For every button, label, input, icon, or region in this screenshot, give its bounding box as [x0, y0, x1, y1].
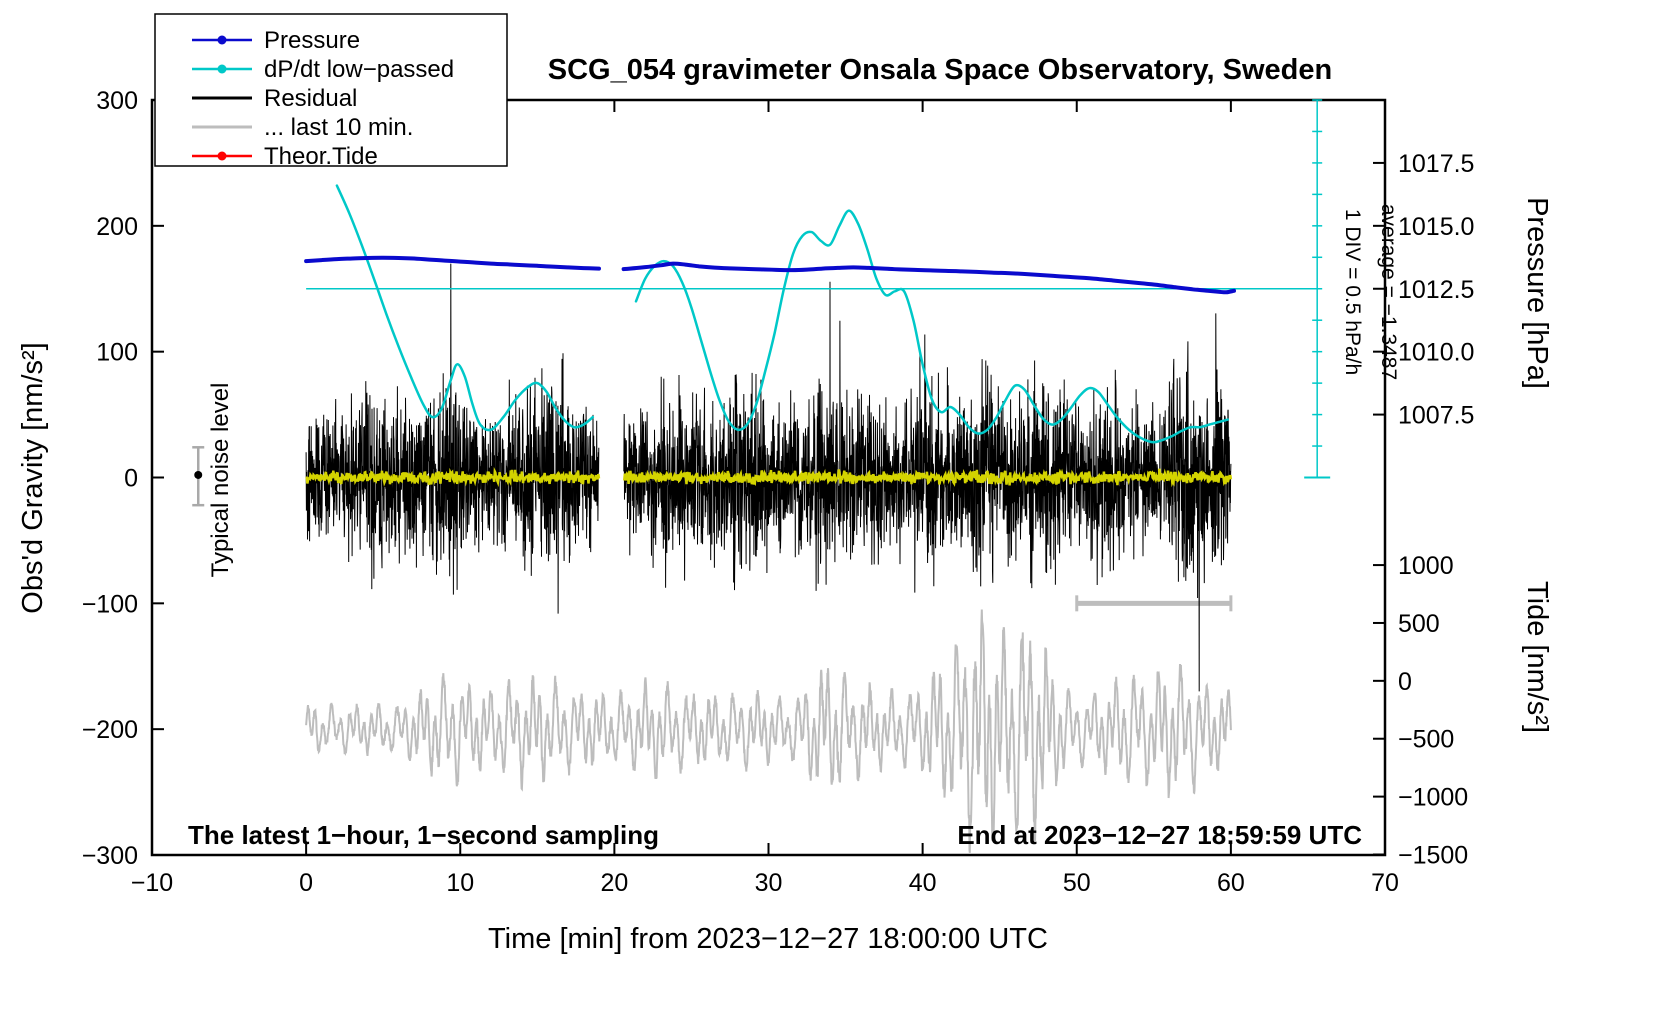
legend-label-dpdt: dP/dt low−passed [264, 56, 454, 83]
x-tick-label: −10 [131, 869, 173, 897]
tide-tick-label: 500 [1398, 610, 1440, 638]
dpdt-series [335, 184, 1230, 444]
gravity-tick-label: 0 [124, 465, 138, 493]
tide-tick-label: 0 [1398, 668, 1412, 696]
gravity-tick-label: −200 [82, 716, 138, 744]
pressure-tick-label: 1010.0 [1398, 339, 1474, 367]
noise-level-marker [192, 446, 205, 507]
gravity-tick-label: 300 [96, 87, 138, 115]
plot-title: SCG_054 gravimeter Onsala Space Observat… [548, 54, 1332, 86]
legend-swatches [192, 35, 252, 161]
noise-level-label: Typical noise level [207, 383, 234, 578]
x-tick-label: 70 [1371, 869, 1399, 897]
pressure-tick-label: 1012.5 [1398, 276, 1474, 304]
x-tick-label: 50 [1063, 869, 1091, 897]
legend-label-last10: ... last 10 min. [264, 114, 413, 141]
x-tick-label: 20 [600, 869, 628, 897]
pressure-series [304, 255, 1236, 295]
pressure-tick-label: 1015.0 [1398, 213, 1474, 241]
gravity-tick-label: −300 [82, 842, 138, 870]
x-tick-label: 0 [299, 869, 313, 897]
sampling-note: The latest 1−hour, 1−second sampling [188, 820, 659, 850]
last10-series [305, 609, 1232, 853]
gravity-tick-label: 100 [96, 339, 138, 367]
tide-axis-label: Tide [nm/s²] [1521, 581, 1553, 733]
x-tick-label: 10 [446, 869, 474, 897]
tide-tick-label: −1000 [1398, 784, 1468, 812]
gravity-tick-label: −100 [82, 590, 138, 618]
legend-label-tide: Theor.Tide [264, 143, 378, 170]
gravity-axis-label: Obs'd Gravity [nm/s²] [17, 342, 49, 613]
x-tick-label: 60 [1217, 869, 1245, 897]
legend-label-pressure: Pressure [264, 27, 360, 54]
end-note: End at 2023−12−27 18:59:59 UTC [957, 820, 1362, 850]
average-label: average = −1.3487 [1377, 204, 1400, 380]
x-tick-label: 30 [755, 869, 783, 897]
tide-series [306, 647, 1154, 683]
div-scale-label: 1 DIV = 0.5 hPa/h [1341, 209, 1364, 375]
dpdt-scale [306, 99, 1331, 479]
tide-tick-label: −500 [1398, 726, 1454, 754]
pressure-tick-label: 1017.5 [1398, 150, 1474, 178]
tide-tick-label: −1500 [1398, 841, 1468, 869]
x-tick-label: 40 [909, 869, 937, 897]
pressure-tick-label: 1007.5 [1398, 402, 1474, 430]
gravity-tick-label: 200 [96, 213, 138, 241]
legend: Pressure dP/dt low−passed Residual ... l… [154, 13, 508, 170]
data-series [192, 99, 1331, 853]
axis-ticks: −10 0 10 20 30 40 50 60 70−300−200−1000100200300… [82, 87, 1475, 897]
residual-lowpass-series [305, 466, 1233, 488]
x-axis-label: Time [min] from 2023−12−27 18:00:00 UTC [488, 923, 1048, 955]
last10-range-bar [1075, 595, 1233, 612]
pressure-axis-label: Pressure [hPa] [1521, 197, 1553, 389]
legend-label-residual: Residual [264, 85, 357, 112]
tide-tick-label: 1000 [1398, 552, 1454, 580]
